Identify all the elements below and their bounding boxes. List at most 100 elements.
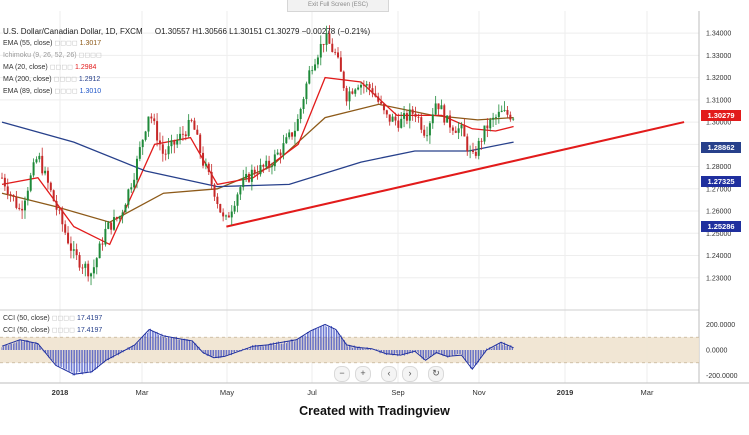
- candle-body: [385, 110, 388, 115]
- candle-body: [130, 187, 133, 190]
- indicator-controls-icon: ◻◻◻◻: [54, 40, 78, 47]
- candle-body: [135, 158, 138, 180]
- indicator-line: [1, 121, 514, 188]
- candle-body: [319, 43, 322, 58]
- time-tick-label: May: [220, 388, 234, 397]
- indicator-row-ichimoku[interactable]: Ichimoku (9, 26, 52, 26) ◻◻◻◻: [3, 51, 104, 61]
- candle-body: [469, 150, 472, 152]
- indicator-value: 1.2912: [78, 76, 101, 83]
- candle-body: [26, 190, 29, 201]
- candle-body: [12, 194, 15, 197]
- candle-body: [118, 216, 121, 219]
- candle-body: [391, 116, 394, 122]
- candle-body: [138, 147, 141, 159]
- cci-histogram: [1, 323, 514, 376]
- candle-body: [170, 140, 173, 147]
- time-tick-label: Sep: [391, 388, 404, 397]
- candle-body: [233, 205, 236, 212]
- candle-body: [411, 109, 414, 114]
- candle-body: [179, 133, 182, 140]
- candle-body: [113, 217, 116, 230]
- candle-body: [316, 57, 319, 65]
- candle-body: [449, 115, 452, 128]
- reset-chart-button[interactable]: ↻: [428, 366, 444, 382]
- cci-line: [1, 323, 514, 375]
- indicator-row-ma200[interactable]: MA (200, close) ◻◻◻◻ 1.2912: [3, 75, 100, 85]
- indicator-value: 1.3010: [79, 88, 102, 95]
- candle-body: [308, 70, 311, 84]
- candle-body: [288, 132, 291, 138]
- price-tick-label: 1.27000: [706, 186, 731, 193]
- candle-body: [176, 139, 179, 145]
- candle-body: [164, 153, 167, 155]
- zoom-in-button[interactable]: +: [355, 366, 371, 382]
- support-trendline: [226, 121, 685, 228]
- candle-body: [314, 64, 317, 71]
- indicator-row-ema89[interactable]: EMA (89, close) ◻◻◻◻ 1.3010: [3, 87, 101, 97]
- candle-body: [184, 134, 187, 137]
- candle-body: [492, 117, 495, 120]
- candle-body: [457, 128, 460, 133]
- candle-body: [477, 140, 480, 156]
- candle-body: [405, 113, 408, 121]
- candle-body: [273, 154, 276, 167]
- candle-body: [90, 273, 93, 277]
- candle-body: [434, 103, 437, 115]
- candle-body: [489, 119, 492, 129]
- zoom-out-button[interactable]: −: [334, 366, 350, 382]
- candle-body: [41, 155, 44, 174]
- price-axis: 1.340001.330001.320001.310001.300001.290…: [706, 31, 738, 380]
- candle-body: [58, 209, 61, 211]
- candle-body: [328, 33, 331, 44]
- oscillator-value: 17.4197: [76, 315, 103, 322]
- cci-tick-label: -200.0000: [706, 373, 738, 380]
- candle-body: [144, 131, 147, 140]
- price-tag: 1.28862: [701, 141, 741, 153]
- candle-body: [486, 125, 489, 129]
- candle-body: [75, 249, 78, 256]
- candle-body: [222, 212, 225, 217]
- candle-body: [245, 173, 248, 179]
- indicator-row-ma20[interactable]: MA (20, close) ◻◻◻◻ 1.2984: [3, 63, 96, 73]
- scroll-left-button[interactable]: ‹: [381, 366, 397, 382]
- candle-body: [437, 103, 440, 110]
- price-tick-label: 1.25000: [706, 231, 731, 238]
- oscillator-row-2[interactable]: CCI (50, close) ◻◻◻◻ 17.4197: [3, 326, 102, 336]
- candle-body: [348, 91, 351, 102]
- price-tick-label: 1.32000: [706, 75, 731, 82]
- candle-body: [236, 194, 239, 206]
- candle-body: [509, 114, 512, 120]
- candle-body: [311, 70, 314, 72]
- candle-body: [230, 211, 233, 218]
- candle-body: [299, 109, 302, 119]
- indicator-row-ema55[interactable]: EMA (55, close) ◻◻◻◻ 1.3017: [3, 39, 101, 49]
- scroll-right-button[interactable]: ›: [402, 366, 418, 382]
- candle-body: [64, 224, 67, 233]
- candle-body: [101, 243, 104, 245]
- candle-body: [49, 182, 52, 191]
- oscillator-row-1[interactable]: CCI (50, close) ◻◻◻◻ 17.4197: [3, 314, 102, 324]
- candle-body: [443, 105, 446, 123]
- exit-fullscreen-button[interactable]: Exit Full Screen (ESC): [287, 0, 389, 12]
- candle-body: [84, 263, 87, 268]
- candle-body: [474, 151, 477, 156]
- indicator-controls-icon: ◻◻◻◻: [49, 64, 73, 71]
- candle-body: [342, 71, 345, 89]
- price-tick-label: 1.26000: [706, 209, 731, 216]
- candle-body: [282, 143, 285, 156]
- candle-body: [61, 210, 64, 225]
- candle-body: [153, 118, 156, 122]
- candle-body: [483, 125, 486, 142]
- time-tick-label: 2019: [557, 388, 574, 397]
- candle-body: [156, 121, 159, 141]
- candle-body: [202, 152, 205, 166]
- candle-body: [291, 132, 294, 137]
- time-tick-label: 2018: [52, 388, 69, 397]
- cci-tick-label: 200.0000: [706, 322, 735, 329]
- candle-body: [380, 101, 383, 104]
- ohlc-values: O1.30557 H1.30566 L1.30151 C1.30279 −0.0…: [154, 27, 371, 36]
- candle-body: [225, 215, 228, 217]
- candle-body: [87, 263, 90, 277]
- grid-lines: [0, 11, 749, 384]
- candle-body: [72, 249, 75, 251]
